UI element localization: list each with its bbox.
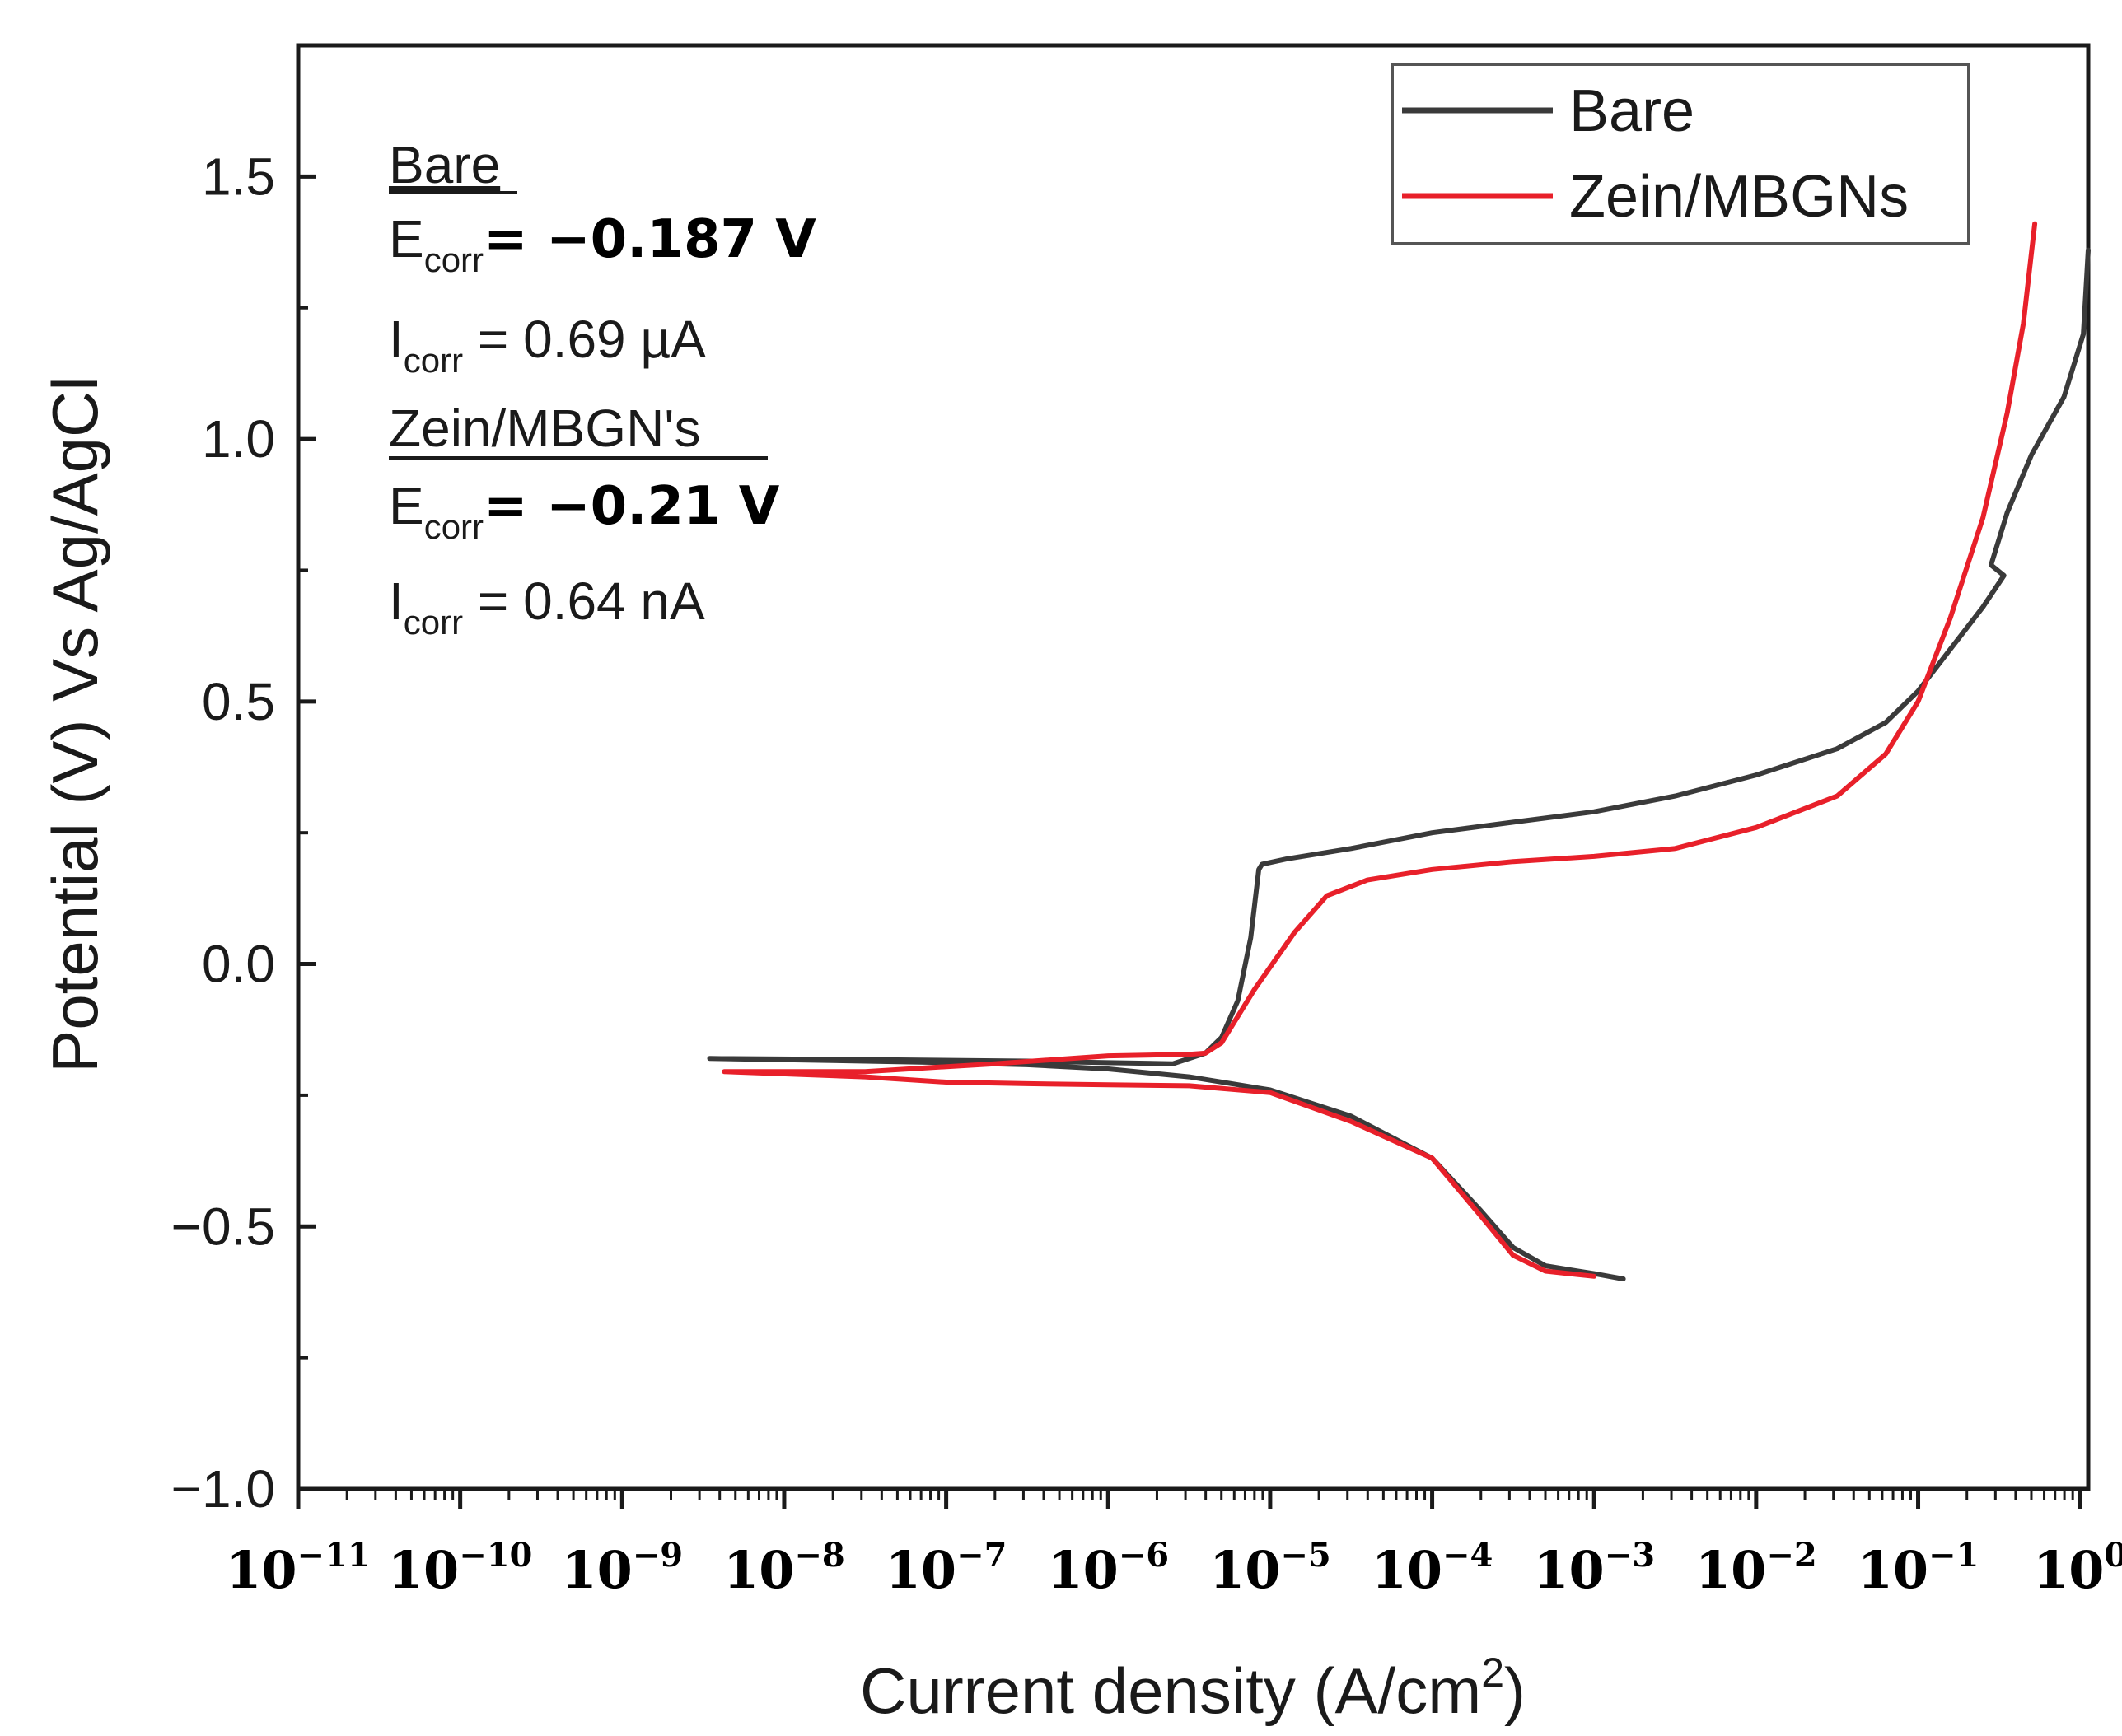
annotation-zein-i-value: = 0.64 nA <box>463 572 705 631</box>
y-tick-label-0: −1.0 <box>171 1459 275 1519</box>
legend-label-zein-mbgns: Zein/MBGNs <box>1569 164 1909 230</box>
annotation-bare-e-label: E <box>389 209 424 268</box>
x-tick-label-0: 10−11 <box>226 1536 370 1600</box>
x-axis-ticks: 10−11 10−10 10−9 10−8 10−7 10−6 10−5 10−4 10−3 10… <box>226 1489 2122 1600</box>
legend-box <box>1391 63 1970 245</box>
x-tick-label-2: 10−9 <box>561 1536 683 1600</box>
x-axis-title: Current density (A/cm2) <box>860 1650 1526 1727</box>
x-tick-label-6: 10−5 <box>1209 1536 1331 1600</box>
annotation-bare-heading: Bare <box>389 135 500 194</box>
legend: Bare Zein/MBGNs <box>1391 63 1970 245</box>
y-tick-label-3: 0.5 <box>202 672 275 731</box>
x-tick-label-exp: −1 <box>1928 1536 1979 1575</box>
x-axis-title-end: ) <box>1504 1654 1526 1727</box>
annotation-zein-e-value: = −0.21 V <box>484 476 780 537</box>
annotation-zein-heading: Zein/MBGN's <box>389 399 701 458</box>
corrosion-annotations: Bare Ecorr= −0.187 V Icorr = 0.69 µA Zei… <box>389 135 816 642</box>
x-tick-label-1: 10−10 <box>388 1536 532 1600</box>
annotation-zein-ecorr: Ecorr= −0.21 V <box>389 476 780 546</box>
legend-label-bare: Bare <box>1569 78 1694 144</box>
x-tick-label-exp: −7 <box>956 1536 1007 1575</box>
x-tick-label-base: 10 <box>1858 1540 1928 1600</box>
y-tick-label-5: 1.5 <box>202 147 275 206</box>
series-group <box>707 221 2091 1281</box>
x-tick-label-base: 10 <box>886 1540 956 1600</box>
annotation-zein-e-sub: corr <box>424 507 484 546</box>
x-tick-label-base: 10 <box>1372 1540 1442 1600</box>
x-tick-label-exp: −11 <box>297 1536 371 1575</box>
x-tick-label-9: 10−2 <box>1695 1536 1817 1600</box>
x-tick-label-exp: −2 <box>1766 1536 1816 1575</box>
x-tick-label-exp: 0 <box>2104 1536 2122 1575</box>
annotation-zein-i-label: I <box>389 572 404 631</box>
x-tick-label-base: 10 <box>723 1540 794 1600</box>
annotation-bare-icorr: Icorr = 0.69 µA <box>389 310 706 380</box>
y-tick-label-2: 0.0 <box>202 935 275 994</box>
annotation-bare-ecorr: Ecorr= −0.187 V <box>389 209 816 279</box>
x-tick-label-base: 10 <box>2033 1540 2104 1600</box>
annotation-bare-i-label: I <box>389 310 404 369</box>
x-tick-label-5: 10−6 <box>1047 1536 1169 1600</box>
x-tick-label-11: 100 <box>2033 1536 2122 1600</box>
x-tick-label-base: 10 <box>561 1540 632 1600</box>
x-tick-label-base: 10 <box>1695 1540 1766 1600</box>
x-axis-title-sup: 2 <box>1481 1650 1504 1696</box>
x-axis-title-main: Current density (A/cm <box>860 1654 1481 1727</box>
x-tick-label-exp: −6 <box>1119 1536 1169 1575</box>
annotation-zein-i-sub: corr <box>404 603 463 642</box>
x-tick-label-exp: −5 <box>1280 1536 1330 1575</box>
y-axis-ticks: −1.0 −0.5 0.0 0.5 1.0 1.5 <box>171 147 316 1519</box>
x-tick-label-base: 10 <box>226 1540 297 1600</box>
annotation-zein-e-label: E <box>389 476 424 535</box>
x-tick-label-exp: −3 <box>1605 1536 1655 1575</box>
x-tick-label-exp: −4 <box>1442 1536 1493 1575</box>
annotation-bare-i-sub: corr <box>404 341 463 380</box>
x-tick-label-base: 10 <box>1047 1540 1118 1600</box>
x-tick-label-exp: −9 <box>633 1536 683 1575</box>
annotation-bare-i-value: = 0.69 µA <box>463 310 706 369</box>
plot-frame <box>296 43 2091 1491</box>
y-tick-label-4: 1.0 <box>202 409 275 469</box>
series-line-bare <box>707 247 2091 1281</box>
series-line-zein-mbgns <box>722 221 2038 1279</box>
annotation-bare-e-value: = −0.187 V <box>484 209 816 270</box>
x-tick-label-7: 10−4 <box>1372 1536 1493 1600</box>
x-tick-label-exp: −10 <box>459 1536 532 1575</box>
x-tick-label-4: 10−7 <box>886 1536 1007 1600</box>
x-tick-label-3: 10−8 <box>723 1536 845 1600</box>
y-axis-title: Potential (V) Vs Ag/AgCl <box>39 376 111 1072</box>
x-tick-label-exp: −8 <box>794 1536 844 1575</box>
y-tick-label-1: −0.5 <box>171 1197 275 1256</box>
x-tick-label-base: 10 <box>388 1540 459 1600</box>
x-tick-label-base: 10 <box>1533 1540 1604 1600</box>
annotation-zein-icorr: Icorr = 0.64 nA <box>389 572 705 642</box>
x-tick-label-base: 10 <box>1209 1540 1280 1600</box>
annotation-bare-e-sub: corr <box>424 240 484 279</box>
x-tick-label-8: 10−3 <box>1533 1536 1655 1600</box>
x-tick-label-10: 10−1 <box>1858 1536 1979 1600</box>
